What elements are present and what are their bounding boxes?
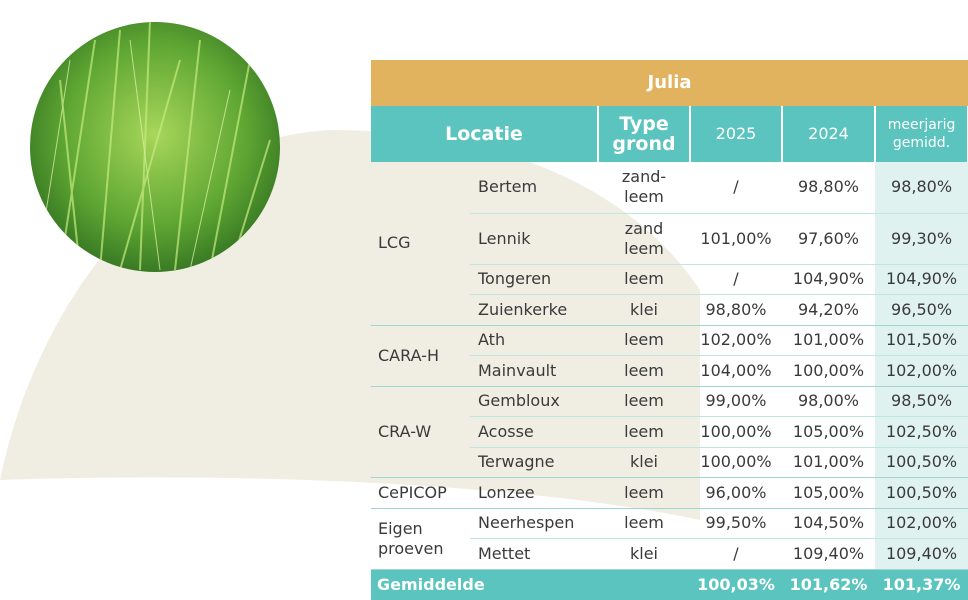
cell: leem bbox=[598, 508, 690, 539]
header-row: Locatie Type grond 2025 2024 meerjarig gemid… bbox=[371, 106, 968, 162]
cell: 100,50% bbox=[875, 477, 968, 509]
cell: 104,90% bbox=[782, 264, 875, 295]
table-row: Acosse leem 100,00% 105,00% 102,50% bbox=[371, 416, 968, 448]
cell: 100,00% bbox=[690, 447, 782, 478]
table-row: CARA-H Ath leem 102,00% 101,00% 101,50% bbox=[371, 325, 968, 387]
cell: 98,00% bbox=[782, 386, 875, 417]
cell: 98,80% bbox=[782, 162, 875, 214]
location: Bertem bbox=[470, 162, 598, 214]
footer-cell: 101,37% bbox=[875, 569, 968, 600]
location: Terwagne bbox=[470, 447, 598, 478]
cell: leem bbox=[598, 264, 690, 295]
title-row: Julia bbox=[371, 60, 968, 106]
cell: 104,00% bbox=[690, 355, 782, 387]
table-row: Eigen proeven Neerhespen leem 99,50% 104,50%… bbox=[371, 508, 968, 570]
cell: 102,00% bbox=[875, 508, 968, 539]
cell: 97,60% bbox=[782, 213, 875, 265]
footer-cell: 101,62% bbox=[782, 569, 875, 600]
group-label: CRA-W bbox=[371, 386, 470, 478]
table-row: Terwagne klei 100,00% 101,00% 100,50% bbox=[371, 447, 968, 478]
location: Acosse bbox=[470, 416, 598, 448]
table-row: CRA-W Gembloux leem 99,00% 98,00% 98,50% bbox=[371, 386, 968, 478]
cell: 100,00% bbox=[782, 355, 875, 387]
cell: / bbox=[690, 538, 782, 570]
cell: leem bbox=[598, 386, 690, 417]
cell: 98,50% bbox=[875, 386, 968, 417]
table-row: Zuienkerke klei 98,80% 94,20% 96,50% bbox=[371, 294, 968, 326]
cell: 99,50% bbox=[690, 508, 782, 539]
table-row: LCG Bertem zand- leem/98,80% 98,80% bbox=[371, 162, 968, 326]
cell: 101,00% bbox=[782, 325, 875, 356]
cell: / bbox=[690, 162, 782, 214]
group-label: LCG bbox=[371, 162, 470, 326]
cell: 101,00% bbox=[782, 447, 875, 478]
location: Gembloux bbox=[470, 386, 598, 417]
cell: 96,50% bbox=[875, 294, 968, 326]
table-head: Julia Locatie Type grond 2025 2024 meerjarig … bbox=[371, 60, 968, 162]
cell: leem bbox=[598, 325, 690, 356]
table-row: CePICOP Lonzee leem 96,00% 105,00% 100,50% bbox=[371, 477, 968, 509]
group-label: CePICOP bbox=[371, 477, 470, 509]
group-label: Eigen proeven bbox=[371, 508, 470, 570]
table-row: Tongeren leem/104,90% 104,90% bbox=[371, 264, 968, 295]
footer-label: Gemiddelde bbox=[371, 569, 690, 600]
cell: 101,00% bbox=[690, 213, 782, 265]
cell: 100,50% bbox=[875, 447, 968, 478]
location: Lonzee bbox=[470, 477, 598, 509]
table-foot: Gemiddelde 100,03% 101,62% 101,37% bbox=[371, 569, 968, 600]
cell: 109,40% bbox=[875, 538, 968, 570]
cell: 102,50% bbox=[875, 416, 968, 448]
cell: zand- leem bbox=[598, 162, 690, 214]
cell: klei bbox=[598, 538, 690, 570]
cell: leem bbox=[598, 355, 690, 387]
cell: 100,00% bbox=[690, 416, 782, 448]
location: Zuienkerke bbox=[470, 294, 598, 326]
cell: 98,80% bbox=[875, 162, 968, 214]
location: Lennik bbox=[470, 213, 598, 265]
location: Ath bbox=[470, 325, 598, 356]
cell: 96,00% bbox=[690, 477, 782, 509]
column-header: 2024 bbox=[782, 106, 876, 162]
column-header: meerjarig gemidd. bbox=[875, 106, 968, 162]
location: Mainvault bbox=[470, 355, 598, 387]
column-header: Type grond bbox=[598, 106, 691, 162]
column-header: Locatie bbox=[371, 106, 599, 162]
table-body: LCG Bertem zand- leem/98,80% 98,80% Lennik za… bbox=[371, 162, 968, 570]
table: Julia Locatie Type grond 2025 2024 meerjarig … bbox=[371, 60, 968, 600]
cell: leem bbox=[598, 477, 690, 509]
cell: 98,80% bbox=[690, 294, 782, 326]
table-row: Mettet klei/109,40% 109,40% bbox=[371, 538, 968, 570]
cell: 102,00% bbox=[875, 355, 968, 387]
location: Mettet bbox=[470, 538, 598, 570]
location: Tongeren bbox=[470, 264, 598, 295]
location: Neerhespen bbox=[470, 508, 598, 539]
cell: leem bbox=[598, 416, 690, 448]
cell: 102,00% bbox=[690, 325, 782, 356]
cell: 105,00% bbox=[782, 416, 875, 448]
cell: klei bbox=[598, 447, 690, 478]
footer-row: Gemiddelde 100,03% 101,62% 101,37% bbox=[371, 569, 968, 600]
cell: 99,00% bbox=[690, 386, 782, 417]
cell: 101,50% bbox=[875, 325, 968, 356]
cell: klei bbox=[598, 294, 690, 326]
cell: 105,00% bbox=[782, 477, 875, 509]
cell: 94,20% bbox=[782, 294, 875, 326]
footer-cell: 100,03% bbox=[690, 569, 782, 600]
column-header: 2025 bbox=[690, 106, 783, 162]
table-row: Lennik zand leem 101,00% 97,60% 99,30% bbox=[371, 213, 968, 265]
cell: 99,30% bbox=[875, 213, 968, 265]
cell: 104,90% bbox=[875, 264, 968, 295]
table-row: Mainvault leem 104,00% 100,00% 102,00% bbox=[371, 355, 968, 387]
cell: 109,40% bbox=[782, 538, 875, 570]
cell: / bbox=[690, 264, 782, 295]
group-label: CARA-H bbox=[371, 325, 470, 387]
cell: 104,50% bbox=[782, 508, 875, 539]
table-title: Julia bbox=[371, 60, 968, 106]
cell: zand leem bbox=[598, 213, 690, 265]
